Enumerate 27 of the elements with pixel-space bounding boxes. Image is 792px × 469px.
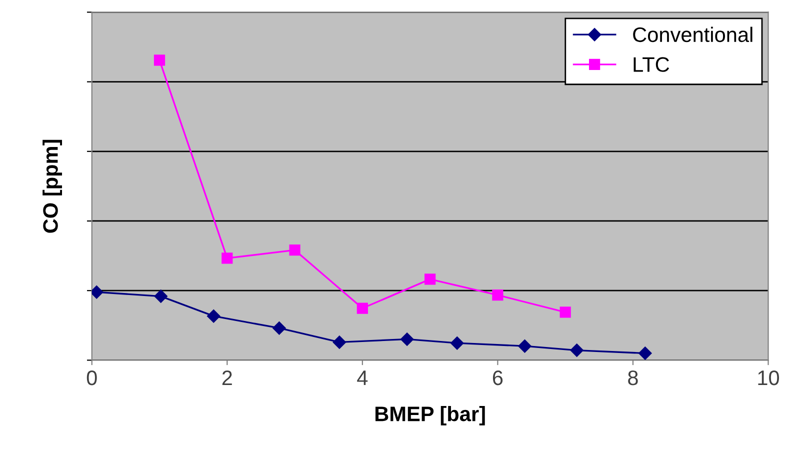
- x-tick-label: 4: [357, 370, 368, 386]
- x-axis-title: BMEP [bar]: [375, 406, 485, 426]
- point: [560, 306, 571, 318]
- point: [222, 252, 233, 264]
- point: [356, 302, 368, 314]
- x-tick-label: 8: [628, 370, 638, 386]
- point: [92, 286, 104, 299]
- legend-label: Conventional: [633, 26, 752, 42]
- x-tick-label: 10: [758, 370, 780, 386]
- x-tick-label: 6: [492, 370, 503, 386]
- x-tick-label: 0: [86, 370, 97, 386]
- point: [289, 244, 300, 256]
- point: [450, 336, 464, 350]
- point: [518, 340, 532, 353]
- legend-label: LTC: [634, 57, 670, 72]
- point: [424, 274, 436, 285]
- x-tick-label: 2: [222, 370, 232, 386]
- point: [570, 344, 584, 357]
- point: [207, 310, 220, 323]
- y-axis-title: CO [ppm]: [42, 140, 62, 233]
- point: [492, 290, 504, 301]
- point: [154, 290, 168, 303]
- point: [272, 322, 286, 335]
- point: [638, 346, 652, 360]
- point: [332, 336, 346, 349]
- point: [400, 332, 414, 346]
- point: [154, 54, 166, 66]
